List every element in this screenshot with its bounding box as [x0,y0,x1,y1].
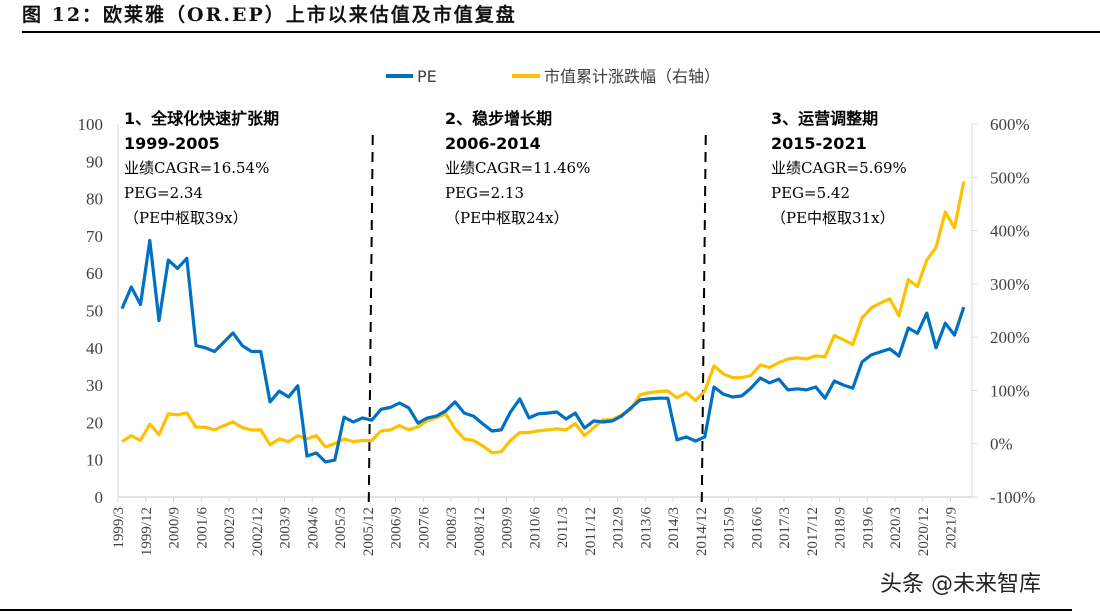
legend: PE 市值累计涨跌幅（右轴） [386,67,720,86]
annotation-pe-center: （PE中枢取31x） [771,209,895,227]
x-tick-label: 2019/6 [860,507,876,549]
annotation-heading: 2、稳步增长期 [445,109,552,128]
legend-label-pe: PE [417,67,437,86]
x-tick-label: 2006/9 [389,507,405,549]
market-cap-series-line [121,181,966,455]
x-tick-label: 2000/9 [167,507,183,549]
annotation-heading: 1、全球化快速扩张期 [124,109,279,128]
annotation-cagr: 业绩CAGR=16.54% [124,159,269,177]
x-tick-label: 2008/12 [472,507,488,556]
x-tick-label: 2001/6 [194,507,210,549]
annotation-cagr: 业绩CAGR=11.46% [445,159,590,177]
y-right-tick-label: 300% [990,275,1030,294]
period-divider-line [700,134,707,506]
y-right-tick-label: 400% [990,222,1030,241]
y-right-tick-label: -100% [990,488,1035,507]
y-left-tick-label: 30 [86,376,103,395]
x-tick-label: 2005/3 [333,507,349,549]
x-tick-label: 2004/6 [305,507,321,549]
x-tick-label: 2021/9 [944,507,960,549]
period-dividers [367,134,707,506]
y-left-tick-label: 80 [86,190,103,209]
x-tick-label: 2005/12 [361,507,377,556]
legend-label-market-cap: 市值累计涨跌幅（右轴） [544,67,720,86]
y-left-tick-label: 40 [86,339,103,358]
x-tick-label: 2010/6 [527,507,543,549]
x-tick-label: 2014/12 [694,507,710,556]
y-right-tick-label: 600% [990,115,1030,134]
annotation-pe-center: （PE中枢取24x） [445,209,569,227]
x-tick-label: 2007/6 [416,507,432,549]
y-left-tick-label: 0 [95,488,104,507]
x-tick-label: 2020/12 [916,507,932,556]
y-right-tick-label: 200% [990,328,1030,347]
pe-series-line [120,238,966,464]
x-tick-label: 2002/3 [222,507,238,549]
x-tick-label: 2017/12 [805,507,821,556]
annotation-period-3: 3、运营调整期 2015-2021 业绩CAGR=5.69% PEG=5.42 … [771,109,907,227]
x-tick-label: 2009/9 [500,507,516,549]
annotation-pe-center: （PE中枢取39x） [124,209,248,227]
figure-title: 图 12：欧莱雅（OR.EP）上市以来估值及市值复盘 [22,4,517,26]
y-left-tick-label: 100 [78,115,104,134]
y-right-tick-label: 100% [990,381,1030,400]
y-right-tick-label: 0% [990,435,1013,454]
annotation-years: 1999-2005 [124,134,220,153]
y-left-tick-label: 10 [86,451,103,470]
period-annotations: 1、全球化快速扩张期 1999-2005 业绩CAGR=16.54% PEG=2… [124,109,907,227]
series-lines [120,181,966,464]
bottom-rule [0,609,1072,611]
x-tick-label: 2017/3 [777,507,793,549]
x-tick-label: 2003/9 [278,507,294,549]
y-left-tick-label: 70 [86,227,103,246]
y-right-tick-label: 500% [990,168,1030,187]
x-tick-label: 2020/3 [888,507,904,549]
x-tick-label: 2011/3 [555,507,571,548]
annotation-cagr: 业绩CAGR=5.69% [771,159,907,177]
y-left-tick-label: 50 [86,302,103,321]
y-left-tick-label: 90 [86,152,103,171]
x-tick-label: 1999/3 [111,507,127,549]
y-left-tick-label: 20 [86,413,103,432]
annotation-heading: 3、运营调整期 [771,109,878,128]
annotation-period-1: 1、全球化快速扩张期 1999-2005 业绩CAGR=16.54% PEG=2… [124,109,279,227]
annotation-years: 2015-2021 [771,134,867,153]
top-rule [22,31,1100,33]
annotation-peg: PEG=2.34 [124,184,203,202]
x-tick-label: 2013/6 [638,507,654,549]
annotation-peg: PEG=2.13 [445,184,524,202]
annotation-years: 2006-2014 [445,134,541,153]
x-tick-label: 2012/9 [611,507,627,549]
axes: 0 10 20 30 40 50 60 70 80 90 100 -100% 0% 100% 200% 300… [78,115,1036,556]
x-tick-label: 2011/12 [583,507,599,556]
x-tick-label: 2014/3 [666,507,682,549]
x-tick-label: 2008/3 [444,507,460,549]
x-tick-label: 2015/9 [722,507,738,549]
watermark: 头条 @未来智库 [880,572,1041,597]
x-tick-label: 2002/12 [250,507,266,556]
annotation-period-2: 2、稳步增长期 2006-2014 业绩CAGR=11.46% PEG=2.13… [445,109,590,227]
x-tick-label: 2016/6 [749,507,765,549]
x-tick-label: 1999/12 [139,507,155,556]
annotation-peg: PEG=5.42 [771,184,850,202]
y-left-tick-label: 60 [86,264,103,283]
period-divider-line [367,134,374,506]
x-tick-label: 2018/9 [833,507,849,549]
